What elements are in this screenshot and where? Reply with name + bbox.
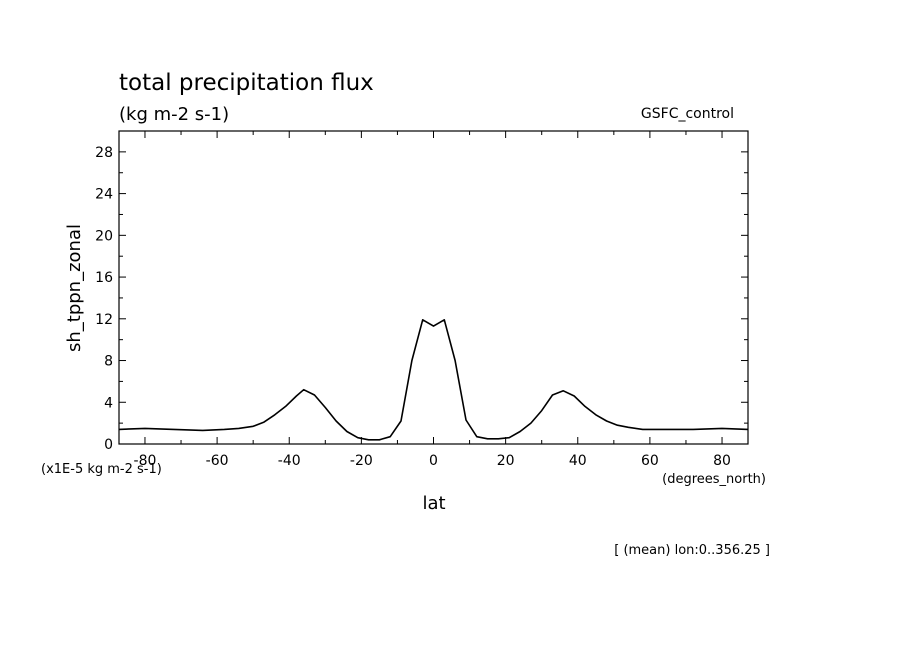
y-tick-label: 4 [104, 395, 113, 411]
x-tick-label: -80 [134, 453, 157, 469]
series-line [118, 318, 749, 441]
x-tick-label: -40 [278, 453, 301, 469]
footnote: [ (mean) lon:0..356.25 ] [614, 543, 770, 558]
tick-labels-layer: -80 -60 -40 -20 0 20 40 60 80 0 4 8 12 16 20 24 28 [95, 145, 731, 469]
x-tick-label: 20 [497, 453, 515, 469]
chart-subtitle: (kg m-2 s-1) [119, 104, 229, 125]
y-tick-label: 28 [95, 145, 113, 161]
y-tick-label: 0 [104, 437, 113, 453]
y-tick-label: 20 [95, 228, 113, 244]
y-tick-label: 16 [95, 270, 113, 286]
x-tick-label: 60 [641, 453, 659, 469]
chart-title: total precipitation flux [119, 70, 374, 96]
y-axis-label: sh_tppn_zonal [64, 224, 85, 352]
x-axis-label: lat [422, 493, 445, 514]
series-layer [118, 318, 749, 441]
y-tick-label: 8 [104, 354, 113, 370]
y-tick-label: 24 [95, 187, 113, 203]
plot-frame [118, 130, 749, 445]
x-tick-label: 40 [569, 453, 587, 469]
x-tick-label: -60 [206, 453, 229, 469]
dataset-label: GSFC_control [641, 106, 734, 122]
ticks-layer [119, 130, 748, 445]
x-tick-label: 0 [429, 453, 438, 469]
y-axis-units: (x1E-5 kg m-2 s-1) [41, 462, 162, 477]
x-tick-label: 80 [713, 453, 731, 469]
x-tick-label: -20 [350, 453, 373, 469]
y-tick-label: 12 [95, 312, 113, 328]
x-axis-units: (degrees_north) [662, 472, 766, 487]
